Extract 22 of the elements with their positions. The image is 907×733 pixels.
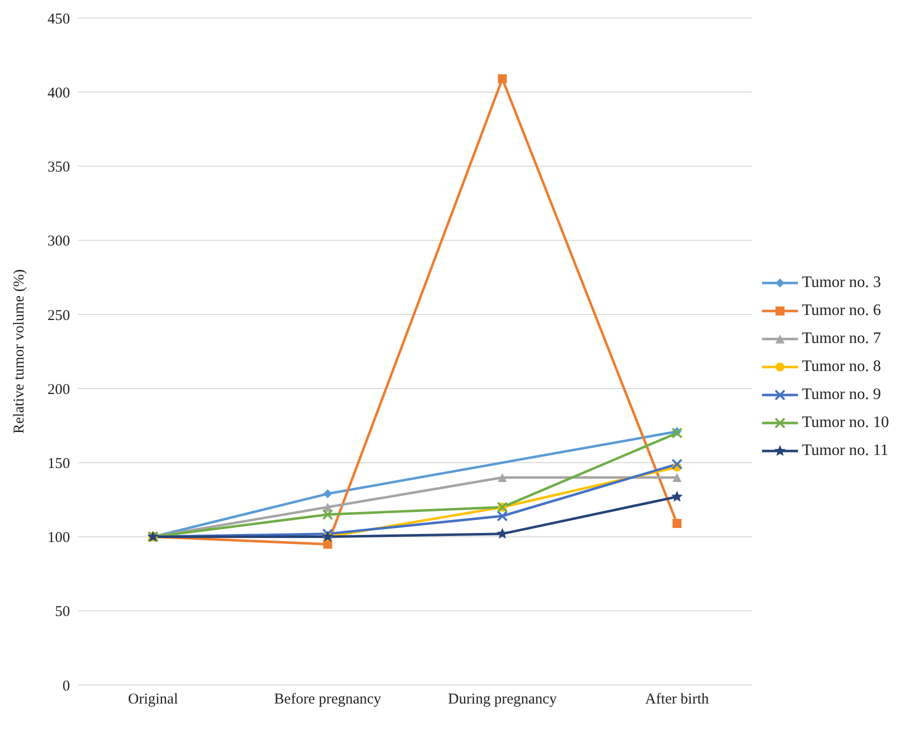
legend-label: Tumor no. 7 (802, 330, 881, 348)
legend-label: Tumor no. 11 (802, 442, 888, 460)
y-axis-title: Relative tumor volume (%) (11, 269, 28, 434)
y-tick-label: 0 (62, 678, 70, 694)
y-tick-label: 400 (48, 85, 70, 102)
y-tick-label: 100 (48, 530, 70, 546)
y-tick-label: 300 (48, 234, 70, 250)
x-tick-label: Original (128, 692, 178, 708)
y-tick-label: 350 (48, 160, 70, 176)
legend-label: Tumor no. 8 (802, 358, 881, 376)
y-tick-label: 150 (48, 456, 70, 472)
y-tick-label: 200 (48, 382, 70, 398)
y-tick-label: 250 (48, 308, 70, 324)
y-tick-label: 450 (48, 11, 70, 28)
x-tick-label: After birth (645, 692, 710, 708)
legend-label: Tumor no. 3 (802, 274, 881, 292)
legend-label: Tumor no. 6 (802, 302, 881, 320)
y-tick-label: 50 (55, 604, 70, 620)
legend-label: Tumor no. 9 (802, 386, 881, 404)
x-tick-label: Before pregnancy (274, 692, 382, 708)
x-tick-label: During pregnancy (448, 692, 558, 708)
legend-label: Tumor no. 10 (802, 414, 889, 432)
